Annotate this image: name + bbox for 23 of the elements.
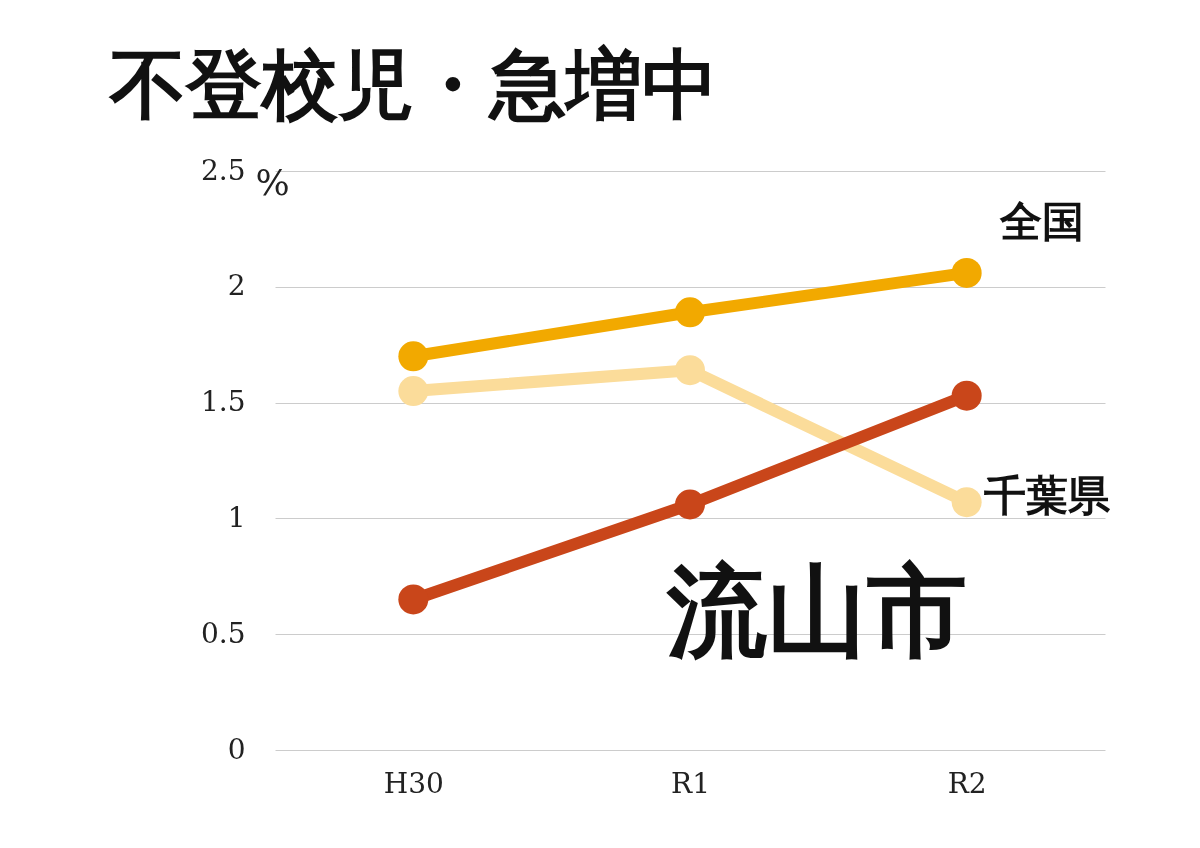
point [675,489,705,520]
point [398,341,429,372]
y-tick-label: 0 [227,732,246,766]
point [398,376,429,406]
series-label: 全国 [998,196,1084,246]
chart-title: 不登校児・急増中 [108,40,719,129]
point [675,355,705,386]
point [951,257,982,288]
point [398,584,429,615]
y-tick-label: 0.5 [200,616,246,650]
series-label: 千葉県 [982,471,1111,521]
point [675,297,705,328]
x-tick-label: H30 [383,766,444,800]
point [951,380,982,411]
y-tick-label: 2.5 [200,153,246,187]
x-tick-label: R1 [671,766,710,800]
point [951,487,982,518]
y-tick-label: 2 [227,269,246,303]
series-label: 流山市 [665,551,967,670]
y-axis-title: % [255,161,290,203]
x-tick-label: R2 [947,766,987,800]
y-tick-label: 1 [227,500,246,534]
y-tick-label: 1.5 [200,385,246,419]
